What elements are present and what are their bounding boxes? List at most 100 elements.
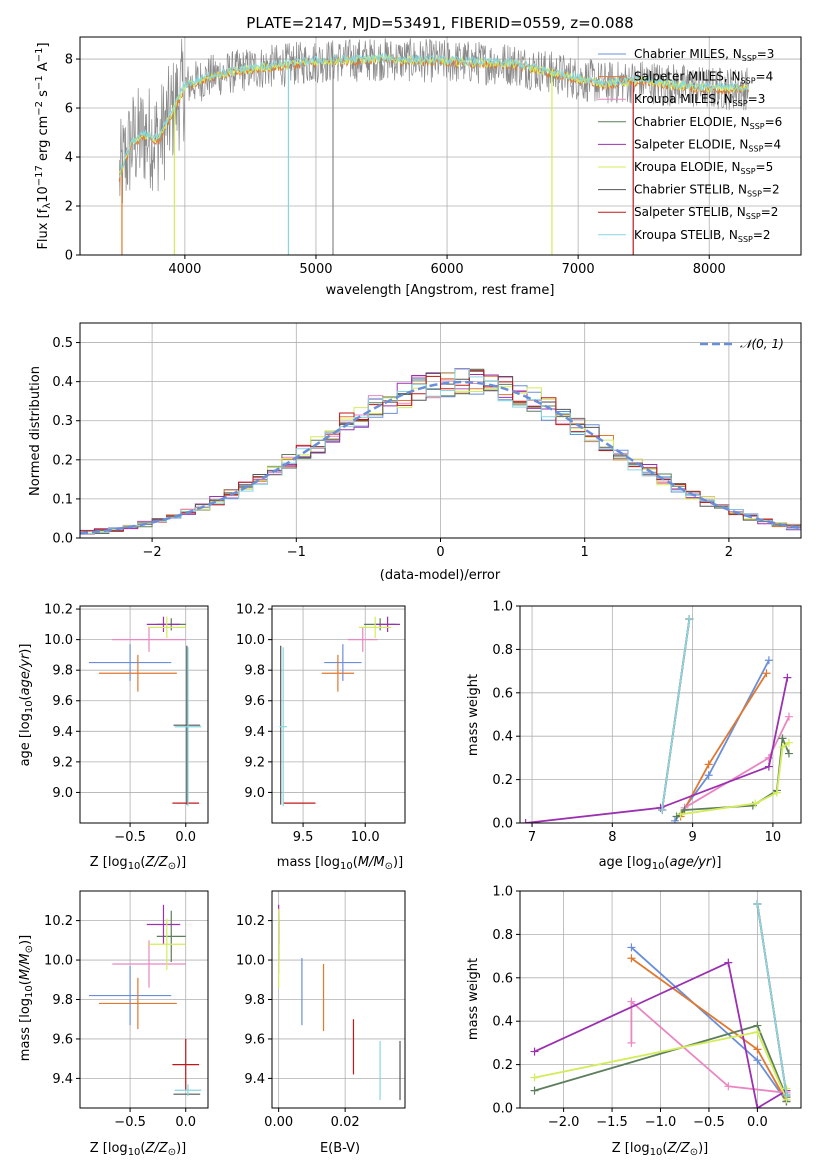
weight-marker (764, 762, 773, 771)
plot-area (88, 904, 202, 1097)
y-axis-label: Flux [fλ10−17 erg cm−2 s−1 A−1] (34, 42, 53, 249)
weight-marker (627, 1038, 636, 1047)
x-tick-label: −0.5 (114, 830, 146, 845)
x-tick-label: 10.0 (351, 830, 380, 845)
y-tick-label: 0 (65, 249, 73, 264)
axes-frame (519, 890, 802, 1109)
y-tick-label: 0.1 (52, 492, 73, 507)
y-tick-label: 10.2 (44, 603, 73, 618)
x-tick-label: 10 (765, 830, 782, 845)
legend-entry: Kroupa ELODIE, NSSP=5 (634, 160, 773, 176)
gaussian-legend-label: 𝒩(0, 1) (740, 337, 784, 351)
plot-area (279, 616, 401, 807)
y-tick-label: 0.6 (492, 971, 513, 986)
weight-marker (784, 712, 793, 721)
weight-marker (672, 812, 681, 821)
x-tick-label: −1.5 (596, 1115, 628, 1130)
weight-marker (778, 743, 787, 752)
weight-marker (753, 1028, 762, 1037)
y-axis-label: mass weight (466, 958, 481, 1040)
weight-line-kroupa-stelib (756, 903, 788, 1096)
x-axis-label: Z [log10(Z/Z⊙)] (90, 855, 187, 872)
plot-area (88, 616, 202, 807)
y-tick-label: 9.8 (52, 664, 73, 679)
grid (80, 606, 208, 823)
x-tick-label: 7000 (562, 262, 595, 277)
weight-marker (724, 1082, 733, 1091)
ticks: 9.5 10.0 9.0 9.2 9.4 9.6 9.8 10.0 10.2 (236, 603, 380, 845)
x-tick-label: 0 (436, 545, 444, 560)
y-tick-label: 4 (65, 151, 73, 166)
x-tick-label: 4000 (168, 262, 201, 277)
grid (272, 606, 405, 823)
weight-marker (704, 760, 713, 769)
legend-entry: Chabrier ELODIE, NSSP=6 (634, 115, 782, 131)
y-tick-label: 9.8 (244, 664, 265, 679)
y-tick-label: 9.2 (244, 755, 265, 770)
axes-frame (271, 605, 406, 824)
figure-title: PLATE=2147, MJD=53491, FIBERID=0559, z=0… (246, 14, 633, 32)
axes-frame (79, 890, 209, 1109)
weight-line-salpeter-elodie (525, 677, 789, 823)
weight-marker (521, 819, 530, 823)
spectrum-legend: Chabrier MILES, NSSP=3 Salpeter MILES, NS… (598, 47, 782, 244)
plot-area (521, 615, 793, 823)
y-tick-label: 0.0 (52, 532, 73, 547)
weight-marker (704, 771, 713, 780)
weight-marker (724, 958, 733, 967)
weight-marker (530, 1073, 539, 1082)
plot-area (530, 900, 791, 1108)
ticks: 4000 5000 6000 7000 8000 0 2 4 6 8 (65, 53, 726, 277)
y-tick-label: 9.6 (244, 694, 265, 709)
weight-marker (676, 810, 685, 819)
x-tick-label: 0.00 (264, 1115, 293, 1130)
legend-entry: Salpeter ELODIE, NSSP=4 (634, 137, 781, 153)
y-tick-label: 0.4 (492, 730, 513, 745)
legend-entry: Salpeter STELIB, NSSP=2 (634, 205, 778, 221)
ticks: −2.0 −1.5 −1.0 −0.5 0.0 0.0 0.2 0.4 0.6 0.8 1.0 (492, 885, 767, 1131)
plot-area (118, 38, 750, 255)
x-tick-label: 0.02 (331, 1115, 360, 1130)
y-tick-label: 9.0 (244, 786, 265, 801)
axes-frame (79, 322, 802, 539)
weight-marker (762, 669, 771, 678)
y-tick-label: 0.0 (492, 817, 513, 832)
x-axis-label: E(B-V) (320, 1141, 360, 1156)
ticks: 7 8 9 10 0.0 0.2 0.4 0.6 0.8 1.0 (492, 600, 781, 846)
weight-marker (685, 615, 694, 624)
legend-entry: Kroupa MILES, NSSP=3 (634, 92, 765, 108)
y-tick-label: 0.0 (492, 1102, 513, 1117)
gaussian-curve (80, 380, 801, 535)
weight-marker (753, 1045, 762, 1054)
weight-marker (784, 749, 793, 758)
x-tick-label: 2 (725, 545, 733, 560)
weight-marker (751, 799, 760, 808)
y-tick-label: 2 (65, 200, 73, 215)
weight-marker (680, 805, 689, 814)
x-axis-label: (data-model)/error (380, 568, 501, 583)
x-tick-label: −0.5 (693, 1115, 725, 1130)
grid (520, 605, 801, 824)
weight-marker (753, 1056, 762, 1065)
histogram-kroupa-stelib (80, 368, 801, 538)
weight-marker (530, 1047, 539, 1056)
weight-marker (764, 656, 773, 665)
y-tick-label: 9.6 (52, 694, 73, 709)
y-tick-label: 9.8 (244, 993, 265, 1008)
x-axis-label: Z [log10(Z/Z⊙)] (90, 1141, 187, 1158)
plot-area (278, 904, 401, 1101)
weight-line-kroupa-stelib (661, 618, 691, 811)
weight-marker (670, 816, 679, 823)
legend-entry: Salpeter MILES, NSSP=4 (634, 70, 773, 86)
y-tick-label: 0.2 (52, 453, 73, 468)
x-axis-label: wavelength [Angstrom, rest frame] (326, 283, 555, 298)
y-axis-label: mass [log10(M/M⊙)] (18, 935, 35, 1061)
ticks: 0.00 0.02 9.4 9.6 9.8 10.0 10.2 (236, 914, 360, 1130)
ticks: −0.5 0.0 9.4 9.6 9.8 10.0 10.2 (44, 914, 196, 1130)
x-tick-label: −2 (143, 545, 162, 560)
y-tick-label: 10.2 (236, 603, 265, 618)
y-tick-label: 0.2 (492, 773, 513, 788)
y-tick-label: 9.6 (244, 1032, 265, 1047)
y-tick-label: 1.0 (492, 885, 513, 900)
y-tick-label: 9.4 (244, 725, 265, 740)
